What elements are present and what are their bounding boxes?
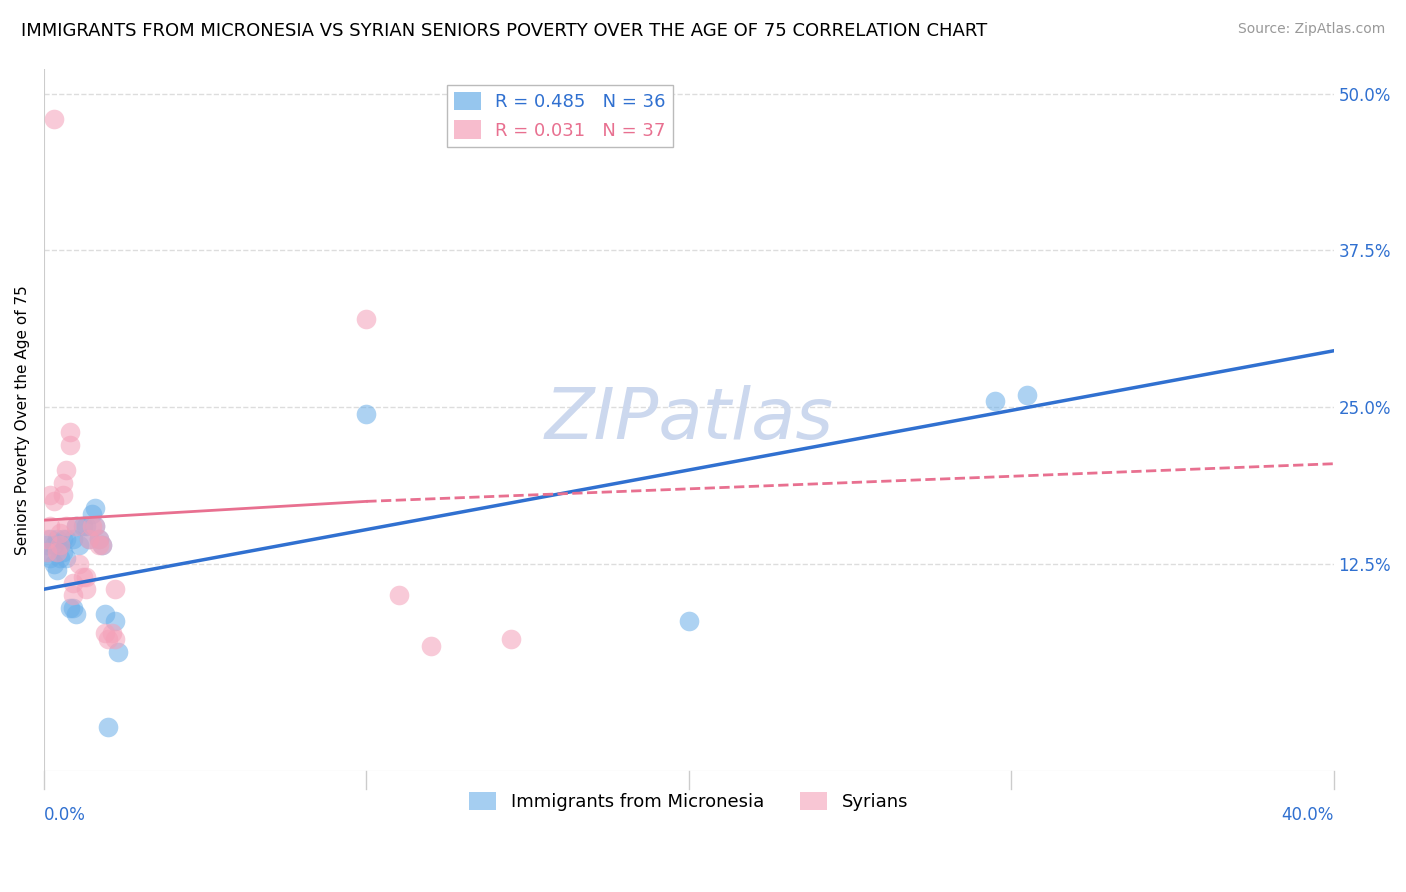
- Point: [37, 532, 59, 546]
- Point: [75, 519, 97, 533]
- Point: [104, 632, 127, 647]
- Point: [1017, 388, 1039, 402]
- Point: [77, 532, 100, 546]
- Point: [356, 407, 378, 421]
- Point: [984, 394, 1007, 409]
- Point: [75, 582, 97, 597]
- Legend: Immigrants from Micronesia, Syrians: Immigrants from Micronesia, Syrians: [463, 785, 915, 818]
- Point: [42, 538, 65, 552]
- Point: [84, 500, 107, 515]
- Point: [37, 544, 59, 558]
- Point: [65, 519, 87, 533]
- Point: [42, 494, 65, 508]
- Point: [49, 550, 72, 565]
- Point: [52, 475, 75, 490]
- Point: [84, 519, 107, 533]
- Point: [97, 632, 120, 647]
- Point: [55, 550, 77, 565]
- Point: [39, 519, 62, 533]
- Point: [39, 488, 62, 502]
- Point: [104, 614, 127, 628]
- Point: [49, 525, 72, 540]
- Point: [104, 582, 127, 597]
- Point: [67, 538, 90, 552]
- Point: [387, 589, 409, 603]
- Point: [107, 645, 129, 659]
- Text: 40.0%: 40.0%: [1281, 806, 1333, 824]
- Point: [45, 532, 67, 546]
- Point: [87, 538, 110, 552]
- Point: [87, 532, 110, 546]
- Point: [49, 538, 72, 552]
- Point: [42, 557, 65, 571]
- Point: [87, 532, 110, 546]
- Y-axis label: Seniors Poverty Over the Age of 75: Seniors Poverty Over the Age of 75: [15, 285, 30, 555]
- Point: [55, 463, 77, 477]
- Point: [62, 532, 84, 546]
- Point: [39, 550, 62, 565]
- Point: [678, 614, 700, 628]
- Point: [42, 112, 65, 126]
- Point: [62, 589, 84, 603]
- Point: [94, 626, 117, 640]
- Point: [90, 538, 112, 552]
- Point: [52, 544, 75, 558]
- Text: 0.0%: 0.0%: [44, 806, 86, 824]
- Point: [59, 425, 82, 440]
- Point: [45, 544, 67, 558]
- Point: [75, 569, 97, 583]
- Point: [59, 438, 82, 452]
- Point: [84, 519, 107, 533]
- Point: [72, 569, 94, 583]
- Point: [90, 538, 112, 552]
- Point: [72, 519, 94, 533]
- Point: [65, 607, 87, 622]
- Point: [62, 601, 84, 615]
- Point: [356, 312, 378, 326]
- Text: ZIPatlas: ZIPatlas: [544, 385, 834, 454]
- Point: [82, 519, 104, 533]
- Point: [67, 557, 90, 571]
- Text: IMMIGRANTS FROM MICRONESIA VS SYRIAN SENIORS POVERTY OVER THE AGE OF 75 CORRELAT: IMMIGRANTS FROM MICRONESIA VS SYRIAN SEN…: [21, 22, 987, 40]
- Point: [65, 519, 87, 533]
- Point: [45, 563, 67, 577]
- Point: [77, 532, 100, 546]
- Point: [37, 544, 59, 558]
- Text: Source: ZipAtlas.com: Source: ZipAtlas.com: [1237, 22, 1385, 37]
- Point: [52, 532, 75, 546]
- Point: [55, 519, 77, 533]
- Point: [82, 507, 104, 521]
- Point: [97, 720, 120, 734]
- Point: [94, 607, 117, 622]
- Point: [37, 538, 59, 552]
- Point: [39, 532, 62, 546]
- Point: [419, 639, 441, 653]
- Point: [55, 532, 77, 546]
- Point: [52, 488, 75, 502]
- Point: [62, 576, 84, 591]
- Point: [100, 626, 122, 640]
- Point: [49, 538, 72, 552]
- Point: [59, 601, 82, 615]
- Point: [501, 632, 523, 647]
